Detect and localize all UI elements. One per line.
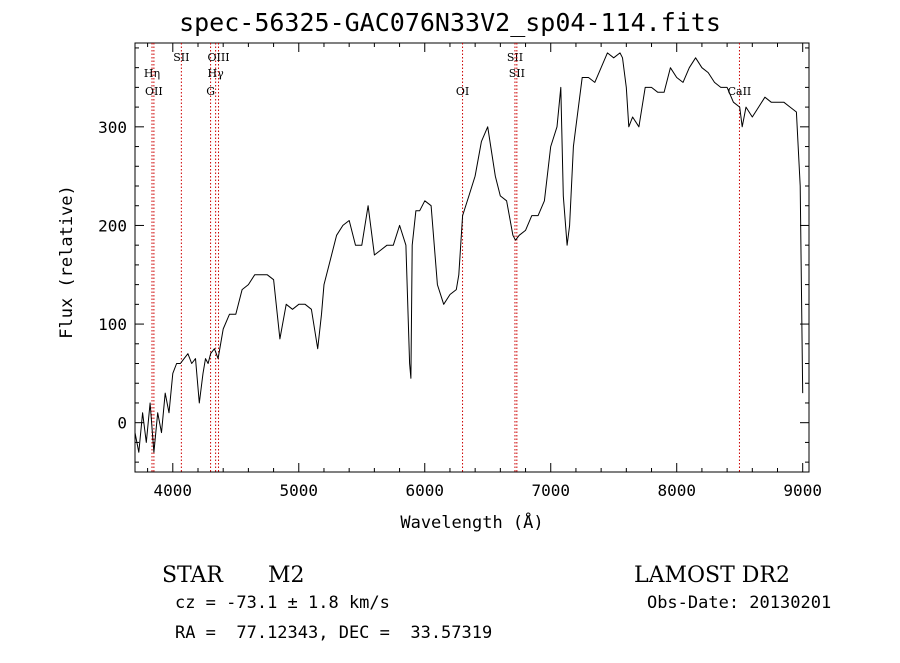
x-axis-label: Wavelength (Å) [400, 511, 543, 533]
x-tick-label: 5000 [280, 481, 319, 500]
object-subclass: M2 [267, 563, 305, 588]
spectral-line-label: G [206, 85, 215, 98]
y-tick-label: 300 [98, 118, 127, 137]
plot-frame [134, 42, 810, 473]
survey-name: LAMOST DR2 [633, 563, 790, 588]
x-tick-label: 4000 [154, 481, 193, 500]
observation-date: Obs-Date: 20130201 [646, 593, 832, 613]
y-tick-label: 0 [117, 414, 127, 433]
spectral-line-label: OI [456, 85, 469, 98]
redshift-velocity: cz = -73.1 ± 1.8 km/s [174, 593, 390, 613]
spectral-line-label: Hη [144, 67, 160, 80]
spectral-line-label: Hγ [208, 67, 225, 80]
spectrum-plot: Hη OII SII G Hγ OIII OI SII SII CaII 4000 5000 6000… [57, 42, 822, 533]
spectrum-line [134, 52, 804, 453]
y-tick-label: 200 [98, 216, 127, 235]
y-tick-label: 100 [98, 315, 127, 334]
spectral-line-label: SII [173, 51, 189, 64]
spectral-line-label: CaII [728, 85, 752, 98]
object-class: STAR [161, 563, 223, 588]
x-tick-label: 7000 [531, 481, 570, 500]
spectrum-figure: spec-56325-GAC076N33V2_sp04-114.fits Hη O… [57, 8, 832, 643]
spectral-line-label: SII [507, 51, 523, 64]
spectral-line-label: OIII [207, 51, 229, 64]
spectral-line-label: SII [509, 67, 525, 80]
coordinates: RA = 77.12343, DEC = 33.57319 [174, 623, 493, 643]
y-axis-label: Flux (relative) [57, 185, 77, 339]
x-tick-label: 9000 [783, 481, 822, 500]
x-tick-label: 6000 [405, 481, 444, 500]
spectral-line-label: OII [145, 85, 163, 98]
x-tick-label: 8000 [657, 481, 696, 500]
chart-title: spec-56325-GAC076N33V2_sp04-114.fits [179, 8, 721, 37]
